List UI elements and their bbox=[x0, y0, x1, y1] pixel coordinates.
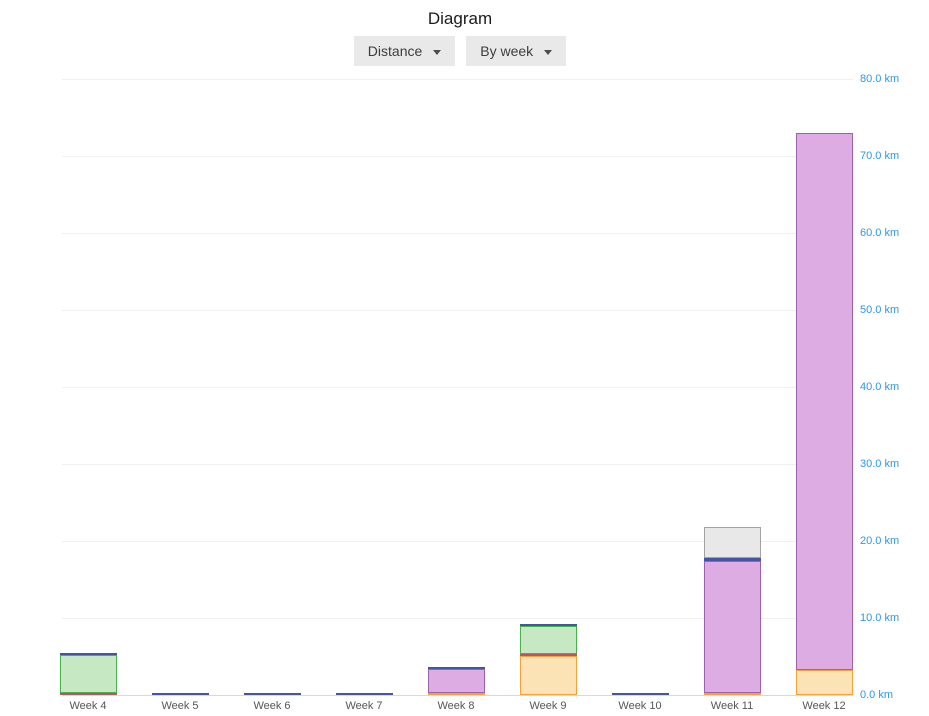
bar-segment-blue[interactable] bbox=[519, 624, 577, 626]
bar-segment-orange[interactable] bbox=[795, 670, 853, 695]
bar-segment-red[interactable] bbox=[59, 693, 117, 695]
x-axis-label: Week 10 bbox=[618, 700, 662, 712]
y-axis-tick-label: 50.0 km bbox=[860, 304, 900, 316]
y-axis-tick-label: 10.0 km bbox=[860, 612, 900, 624]
x-axis-label: Week 8 bbox=[437, 700, 475, 712]
bar-week-10[interactable] bbox=[611, 693, 669, 695]
bar-segment-green[interactable] bbox=[59, 655, 117, 693]
y-axis-tick-label: 30.0 km bbox=[860, 458, 900, 470]
bar-week-5[interactable] bbox=[151, 693, 209, 695]
bar-week-8[interactable] bbox=[427, 667, 485, 695]
gridline bbox=[62, 233, 853, 234]
bar-segment-purple[interactable] bbox=[795, 133, 853, 670]
bar-week-6[interactable] bbox=[243, 693, 301, 695]
gridline bbox=[62, 79, 853, 80]
gridline bbox=[62, 387, 853, 388]
bar-week-12[interactable] bbox=[795, 133, 853, 695]
bar-segment-purple[interactable] bbox=[427, 669, 485, 693]
by-week-dropdown[interactable]: By week bbox=[466, 36, 567, 66]
bar-segment-red[interactable] bbox=[519, 654, 577, 656]
bar-week-4[interactable] bbox=[59, 653, 117, 695]
bar-week-11[interactable] bbox=[703, 527, 761, 695]
bar-segment-orange[interactable] bbox=[703, 693, 761, 695]
x-axis-label: Week 9 bbox=[529, 700, 567, 712]
y-axis-tick-label: 0.0 km bbox=[860, 689, 894, 701]
bar-segment-orange[interactable] bbox=[519, 656, 577, 695]
bar-segment-purple[interactable] bbox=[703, 561, 761, 693]
chevron-down-icon bbox=[433, 49, 442, 55]
gridline bbox=[62, 156, 853, 157]
x-axis-label: Week 7 bbox=[345, 700, 383, 712]
y-axis-tick-label: 70.0 km bbox=[860, 150, 900, 162]
x-axis-label: Week 4 bbox=[69, 700, 107, 712]
chart-controls: Distance By week bbox=[0, 36, 920, 66]
by-week-dropdown-label: By week bbox=[480, 43, 534, 59]
y-axis-tick-label: 40.0 km bbox=[860, 381, 900, 393]
bar-segment-blue[interactable] bbox=[427, 667, 485, 669]
y-axis-tick-label: 80.0 km bbox=[860, 73, 900, 85]
y-axis-tick-label: 20.0 km bbox=[860, 535, 900, 547]
bar-week-7[interactable] bbox=[335, 693, 393, 695]
x-axis-line bbox=[62, 695, 853, 696]
x-axis-label: Week 5 bbox=[161, 700, 199, 712]
gridline bbox=[62, 541, 853, 542]
bar-segment-blue[interactable] bbox=[335, 693, 393, 695]
chevron-down-icon bbox=[544, 49, 553, 55]
gridline bbox=[62, 310, 853, 311]
distance-dropdown-label: Distance bbox=[367, 43, 423, 59]
x-axis-label: Week 11 bbox=[710, 700, 754, 712]
distance-dropdown[interactable]: Distance bbox=[353, 36, 456, 66]
bar-segment-blue[interactable] bbox=[611, 693, 669, 695]
bar-segment-green[interactable] bbox=[519, 626, 577, 654]
page-title: Diagram bbox=[427, 9, 493, 28]
bar-segment-blue[interactable] bbox=[243, 693, 301, 695]
bar-segment-blue[interactable] bbox=[59, 653, 117, 655]
bar-segment-blue[interactable] bbox=[151, 693, 209, 695]
y-axis-tick-label: 60.0 km bbox=[860, 227, 900, 239]
gridline bbox=[62, 618, 853, 619]
bar-week-9[interactable] bbox=[519, 624, 577, 695]
bar-segment-blue[interactable] bbox=[703, 558, 761, 561]
x-axis-label: Week 6 bbox=[253, 700, 291, 712]
bar-segment-gray[interactable] bbox=[703, 527, 761, 558]
gridline bbox=[62, 464, 853, 465]
bar-segment-orange[interactable] bbox=[427, 693, 485, 695]
x-axis-label: Week 12 bbox=[802, 700, 846, 712]
